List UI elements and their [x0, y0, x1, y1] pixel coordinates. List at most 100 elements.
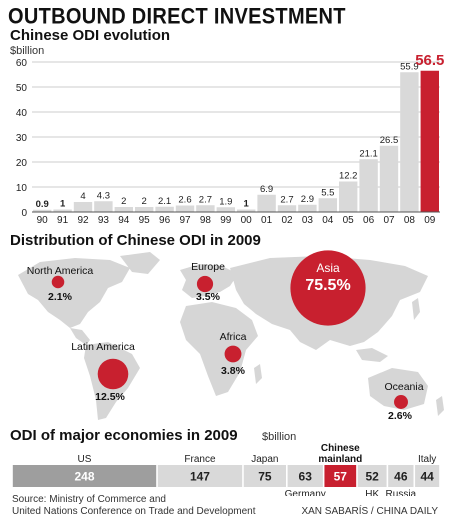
segment-value-italy: 44 — [420, 470, 434, 484]
y-tick-0: 0 — [21, 208, 27, 219]
bar-05 — [339, 181, 358, 212]
bar-02 — [277, 205, 297, 212]
bubble-north-america — [51, 275, 65, 289]
bar-93 — [94, 201, 113, 212]
infographic-title: OUTBOUND DIRECT INVESTMENT — [8, 5, 346, 30]
region-share-asia: 75.5% — [305, 277, 350, 294]
bar-96 — [155, 206, 174, 212]
greenland-land — [120, 252, 160, 274]
australia-land — [368, 368, 428, 410]
source-note: Source: Ministry of Commerce and United … — [12, 494, 255, 518]
x-tick-06: 06 — [363, 215, 375, 226]
segment-france — [157, 465, 243, 487]
value-label-95: 2 — [142, 196, 147, 207]
segment-value-japan: 75 — [258, 470, 272, 484]
x-tick-98: 98 — [200, 215, 212, 226]
segment-us — [12, 465, 157, 487]
x-tick-92: 92 — [77, 215, 89, 226]
x-tick-95: 95 — [139, 215, 151, 226]
value-label-90: 0.9 — [36, 199, 49, 210]
country-label-chinese-mainland-1: Chinese — [321, 443, 360, 454]
bar-09 — [420, 70, 439, 212]
region-share-africa: 3.8% — [221, 365, 246, 377]
country-label-japan: Japan — [251, 454, 278, 465]
bar-03 — [298, 204, 317, 212]
country-label-germany: Germany — [285, 489, 326, 496]
value-label-98: 2.7 — [199, 194, 212, 205]
country-label-hk: HK — [365, 489, 379, 496]
value-label-99: 1.9 — [219, 196, 232, 207]
value-label-05: 12.2 — [339, 171, 358, 182]
madagascar-land — [254, 364, 262, 384]
value-label-04: 5.5 — [321, 187, 334, 198]
bubble-europe — [196, 275, 214, 293]
segment-value-hk: 52 — [365, 470, 379, 484]
bar-92 — [73, 202, 93, 212]
segment-germany — [287, 465, 323, 487]
y-tick-60: 60 — [16, 58, 28, 69]
major-economies-title: ODI of major economies in 2009 — [10, 427, 238, 444]
y-tick-50: 50 — [16, 83, 28, 94]
country-label-france: France — [184, 454, 216, 465]
bar-00 — [237, 209, 256, 212]
segment-value-germany: 63 — [299, 470, 313, 484]
southeast-asia-land — [356, 348, 388, 362]
x-tick-02: 02 — [281, 215, 293, 226]
major-economies-chart: 248 US 147 France 75 Japan 63 Germany 57 Chinesem… — [12, 443, 440, 496]
x-tick-07: 07 — [383, 215, 395, 226]
source-line-2: United Nations Conference on Trade and D… — [12, 506, 256, 517]
segment-russia — [388, 465, 414, 487]
region-share-latin-america: 12.5% — [95, 391, 125, 403]
north-america-land — [18, 258, 130, 328]
segment-chinese-mainland — [324, 465, 357, 487]
major-economies-unit: $billion — [262, 431, 297, 443]
x-tick-04: 04 — [322, 215, 334, 226]
value-label-96: 2.1 — [158, 196, 171, 207]
segment-value-chinese-mainland: 57 — [334, 470, 348, 484]
region-share-north-america: 2.1% — [48, 291, 73, 303]
x-tick-03: 03 — [302, 215, 314, 226]
new-zealand-land — [436, 396, 444, 416]
region-share-oceania: 2.6% — [388, 410, 413, 422]
bar-99 — [216, 207, 235, 212]
x-tick-00: 00 — [241, 215, 253, 226]
country-label-us: US — [78, 454, 92, 465]
country-label-chinese-mainland-2: mainland — [318, 454, 362, 465]
region-bubbles: Asia 75.5% North America 2.1% Europe 3.5% Afri… — [27, 250, 424, 422]
bar-01 — [257, 194, 276, 212]
value-label-00: 1 — [244, 199, 250, 210]
value-label-09: 56.5 — [415, 52, 444, 69]
x-tick-91: 91 — [57, 215, 69, 226]
value-label-06: 21.1 — [359, 148, 378, 159]
value-label-01: 6.9 — [260, 184, 273, 195]
japan-land — [412, 298, 420, 320]
odi-evolution-chart: 01020304050600.9901914924.3932942952.196… — [16, 52, 445, 226]
region-name-north-america: North America — [27, 265, 94, 277]
value-label-03: 2.9 — [301, 194, 314, 205]
value-label-94: 2 — [121, 196, 126, 207]
distribution-title: Distribution of Chinese ODI in 2009 — [10, 232, 261, 249]
bubble-africa — [224, 345, 242, 363]
region-name-europe: Europe — [191, 261, 225, 273]
bubble-latin-america — [97, 358, 129, 390]
x-tick-08: 08 — [404, 215, 416, 226]
segment-italy — [415, 465, 440, 487]
x-tick-97: 97 — [179, 215, 191, 226]
x-tick-90: 90 — [37, 215, 49, 226]
x-tick-93: 93 — [98, 215, 110, 226]
x-tick-94: 94 — [118, 215, 130, 226]
odi-evolution-unit: $billion — [10, 45, 45, 57]
country-label-italy: Italy — [418, 454, 436, 465]
x-tick-99: 99 — [220, 215, 232, 226]
country-label-russia: Russia — [386, 489, 417, 496]
value-label-92: 4 — [80, 191, 85, 202]
value-label-93: 4.3 — [97, 190, 110, 201]
bar-91 — [53, 209, 72, 212]
bubble-oceania — [394, 395, 408, 409]
bar-06 — [359, 159, 378, 212]
segment-value-france: 147 — [190, 470, 210, 484]
odi-evolution-title: Chinese ODI evolution — [10, 27, 171, 44]
continents — [18, 252, 444, 420]
africa-land — [180, 302, 258, 396]
x-tick-96: 96 — [159, 215, 171, 226]
